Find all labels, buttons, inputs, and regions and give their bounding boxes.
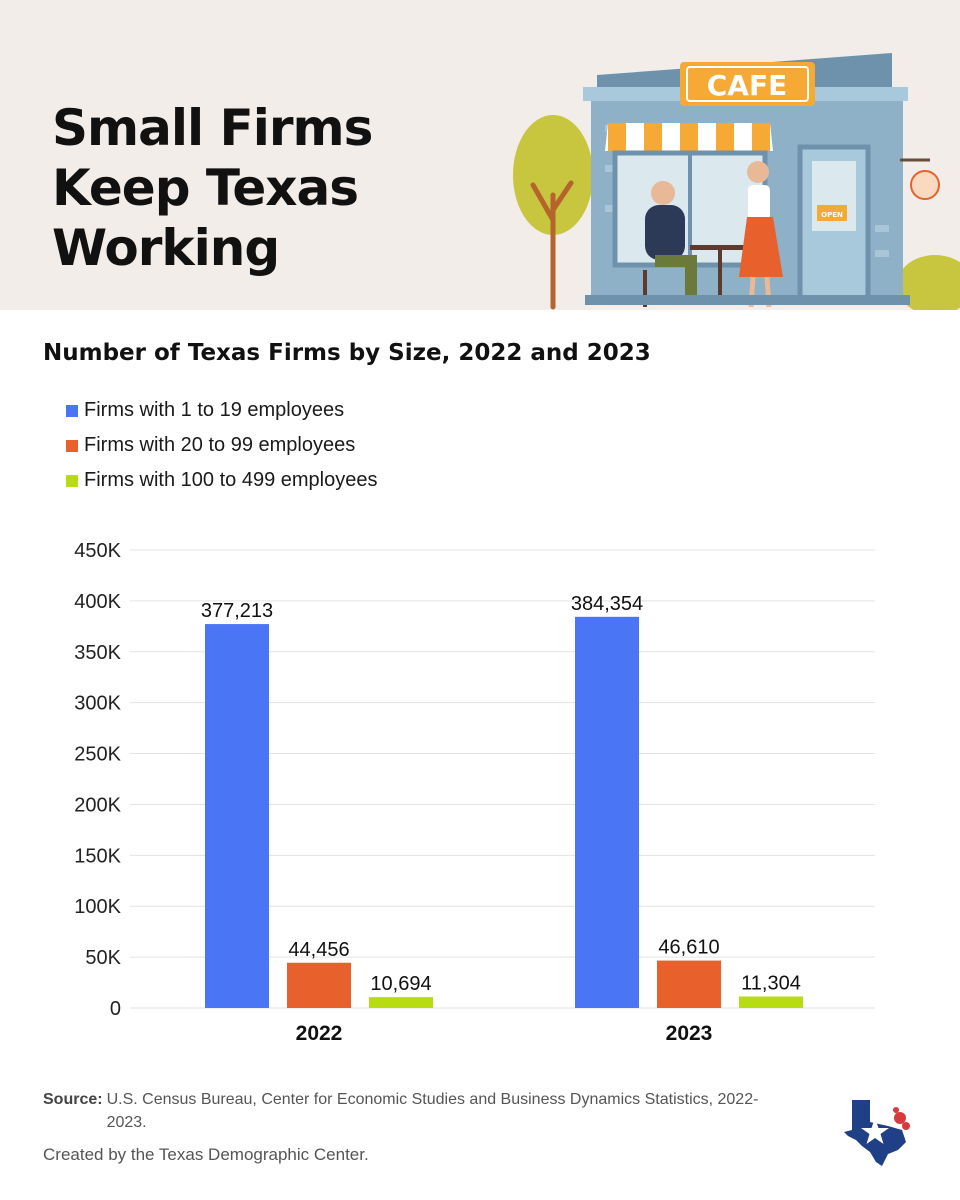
texas-map-star-logo-icon: [844, 1100, 910, 1166]
data-label: 377,213: [201, 600, 273, 622]
y-tick-label: 150K: [74, 845, 121, 867]
data-label: 10,694: [370, 973, 431, 995]
door-sign-text: OPEN: [821, 211, 843, 219]
chart-title: Number of Texas Firms by Size, 2022 and …: [43, 340, 651, 366]
bar-chart: 0 50K 100K 150K 200K 250K 300K 350K 400K 450K 377,…: [74, 540, 875, 1045]
y-tick-label: 450K: [74, 540, 121, 562]
legend-swatch-small: [66, 404, 78, 417]
bar: [575, 616, 639, 1008]
chart-legend: Firms with 1 to 19 employees Firms with …: [66, 393, 377, 498]
y-tick-label: 300K: [74, 693, 121, 715]
y-tick-label: 50K: [85, 947, 121, 969]
y-tick-label: 350K: [74, 642, 121, 664]
bar: [657, 960, 721, 1008]
legend-label-large: Firms with 100 to 499 employees: [84, 469, 378, 491]
cafe-sign-text: CAFE: [707, 69, 787, 102]
data-label: 46,610: [658, 937, 719, 959]
y-tick-label: 400K: [74, 591, 121, 613]
x-tick-label: 2023: [666, 1022, 713, 1045]
source-label: Source:: [43, 1091, 103, 1108]
header-banner: Small Firms Keep Texas Working CAFE: [0, 0, 960, 310]
legend-label-medium: Firms with 20 to 99 employees: [84, 434, 356, 456]
credit-line: Created by the Texas Demographic Center.: [43, 1145, 369, 1164]
bar: [369, 997, 433, 1008]
data-label: 44,456: [288, 939, 349, 961]
legend-label-small: Firms with 1 to 19 employees: [84, 399, 345, 421]
page-title: Small Firms Keep Texas Working: [52, 99, 373, 277]
source-note: Source: U.S. Census Bureau, Center for Ec…: [43, 1088, 843, 1134]
x-tick-label: 2022: [296, 1022, 343, 1045]
legend-swatch-large: [66, 474, 78, 487]
legend-item-large-firms: Firms with 100 to 499 employees: [66, 463, 377, 498]
legend-item-small-firms: Firms with 1 to 19 employees: [66, 393, 377, 428]
data-label: 11,304: [741, 972, 801, 994]
bar: [287, 962, 351, 1008]
cafe-illustration-icon: CAFE OPEN: [513, 53, 960, 310]
bar: [205, 624, 269, 1008]
legend-swatch-medium: [66, 439, 78, 452]
y-tick-label: 100K: [74, 896, 121, 918]
y-tick-label: 250K: [74, 744, 121, 766]
y-tick-label: 0: [110, 998, 121, 1020]
bar: [739, 996, 803, 1008]
source-text: U.S. Census Bureau, Center for Economic …: [106, 1091, 759, 1131]
data-label: 384,354: [571, 593, 643, 615]
y-tick-label: 200K: [74, 794, 121, 816]
legend-item-medium-firms: Firms with 20 to 99 employees: [66, 428, 377, 463]
